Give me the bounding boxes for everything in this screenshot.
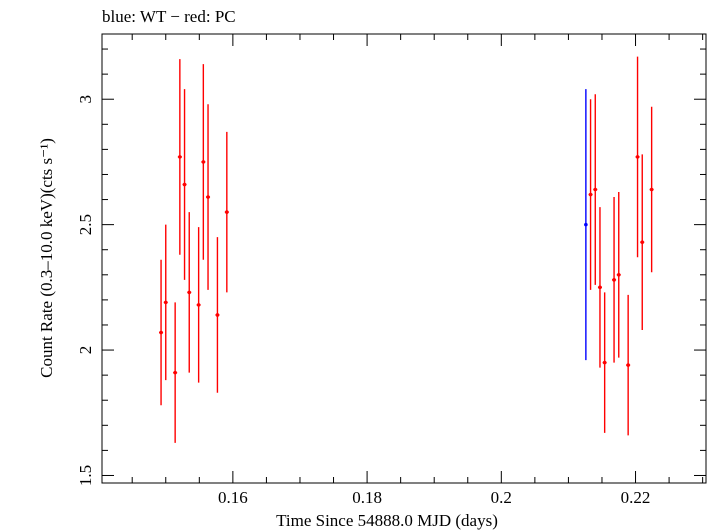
point-marker	[178, 155, 182, 159]
data-point-wt	[584, 89, 588, 361]
data-point-pc	[163, 224, 168, 381]
data-point-pc	[173, 302, 178, 443]
data-point-pc	[177, 59, 182, 255]
data-point-pc	[626, 294, 631, 436]
point-marker	[225, 210, 229, 214]
point-marker	[588, 192, 593, 197]
point-marker	[159, 330, 163, 335]
data-point-pc	[588, 99, 593, 290]
point-marker	[612, 278, 616, 282]
y-tick-label: 1.5	[76, 465, 95, 486]
data-point-pc	[612, 197, 617, 363]
point-marker	[616, 273, 621, 277]
point-marker	[602, 360, 607, 365]
y-axis-label: Count Rate (0.3–10.0 keV)(cts s⁻¹)	[37, 138, 56, 378]
point-marker	[584, 222, 588, 227]
point-marker	[593, 187, 598, 192]
x-tick-label: 0.18	[352, 488, 382, 507]
data-point-pc	[224, 131, 229, 293]
data-points	[159, 56, 654, 443]
y-tick-label: 2	[76, 346, 95, 355]
data-point-pc	[159, 259, 164, 406]
point-marker	[649, 187, 654, 192]
data-point-pc	[593, 94, 598, 285]
point-marker	[196, 303, 201, 307]
data-point-pc	[206, 104, 211, 290]
axis-ticks: 0.16 0.18 0.2 0.22 1.5 2 2.5 3	[76, 34, 706, 507]
y-tick-label: 3	[76, 95, 95, 104]
data-point-pc	[187, 212, 192, 373]
point-marker	[635, 155, 640, 159]
x-tick-label: 0.22	[621, 488, 651, 507]
point-marker	[640, 240, 645, 244]
point-marker	[187, 290, 192, 295]
data-point-pc	[182, 89, 187, 280]
point-marker	[182, 182, 187, 187]
data-point-pc	[649, 106, 654, 273]
point-marker	[598, 285, 602, 290]
point-marker	[215, 313, 220, 317]
plot-frame	[101, 33, 707, 484]
x-axis-label: Time Since 54888.0 MJD (days)	[276, 511, 498, 530]
data-point-pc	[635, 56, 640, 258]
chart-title: blue: WT − red: PC	[102, 7, 236, 26]
data-point-pc	[602, 292, 607, 433]
point-marker	[201, 160, 206, 164]
data-point-pc	[196, 227, 201, 383]
x-tick-label: 0.2	[491, 488, 512, 507]
point-marker	[163, 300, 168, 305]
data-point-pc	[597, 207, 602, 368]
data-point-pc	[616, 192, 621, 358]
data-point-pc	[215, 237, 220, 393]
y-tick-label: 2.5	[76, 214, 95, 235]
point-marker	[206, 195, 210, 199]
point-marker	[626, 363, 630, 367]
data-point-pc	[201, 64, 206, 260]
point-marker	[173, 370, 177, 375]
data-point-pc	[640, 154, 645, 330]
x-tick-label: 0.16	[218, 488, 248, 507]
